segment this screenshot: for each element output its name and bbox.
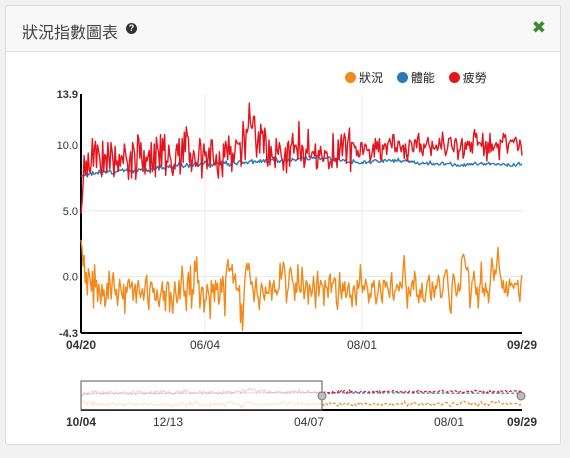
- main-plot: 13.9 10.0 5.0 0.0 -4.304/20 06/04 08/01 09/29: [57, 89, 538, 352]
- navigator-handle[interactable]: [317, 391, 327, 401]
- panel-header: 狀況指數圖表 ? ✖: [6, 6, 560, 52]
- legend-item-fatigue[interactable]: 疲勞: [448, 69, 487, 86]
- legend-label: 體能: [410, 71, 435, 85]
- series-line-2: [80, 102, 523, 214]
- navigator-series: [322, 391, 523, 394]
- series-line-0: [80, 239, 523, 332]
- navigator-handle[interactable]: [516, 391, 526, 401]
- legend-label: 疲勞: [462, 71, 487, 85]
- navigator-series: [322, 388, 523, 396]
- x-tick-label: 08/01: [347, 338, 377, 352]
- x-tick-label: 06/04: [190, 338, 220, 352]
- legend-label: 狀況: [359, 71, 384, 85]
- x-tick-label: 09/29: [507, 338, 537, 352]
- navigator-series-faded: [80, 386, 322, 398]
- y-tick-label: 0.0: [63, 272, 78, 284]
- navigator-window[interactable]: [80, 380, 323, 411]
- navigator-series-faded: [80, 399, 322, 410]
- navigator-tick-label: 10/04: [66, 415, 96, 429]
- navigator-series: [322, 399, 523, 408]
- chart-legend: 狀況 體能 疲勞: [345, 69, 497, 86]
- x-tick-label: 04/20: [66, 338, 96, 352]
- y-tick-label: 13.9: [57, 89, 78, 101]
- navigator[interactable]: 10/04 12/13 04/07 08/01 09/29: [66, 380, 537, 429]
- y-tick-label: -4.3: [59, 328, 78, 340]
- legend-item-physical[interactable]: 體能: [396, 69, 435, 86]
- navigator-tick-label: 08/01: [434, 415, 464, 429]
- chart-panel: 狀況指數圖表 ? ✖: [5, 5, 561, 445]
- close-icon[interactable]: ✖: [531, 18, 546, 38]
- question-icon[interactable]: ?: [126, 23, 137, 34]
- navigator-series-faded: [80, 391, 322, 395]
- navigator-tick-label: 09/29: [507, 415, 537, 429]
- navigator-tick-label: 04/07: [294, 415, 324, 429]
- legend-item-condition[interactable]: 狀況: [345, 69, 383, 86]
- y-tick-label: 5.0: [63, 206, 78, 218]
- y-tick-label: 10.0: [57, 140, 78, 152]
- navigator-tick-label: 12/13: [153, 415, 183, 429]
- panel-title: 狀況指數圖表: [22, 23, 119, 42]
